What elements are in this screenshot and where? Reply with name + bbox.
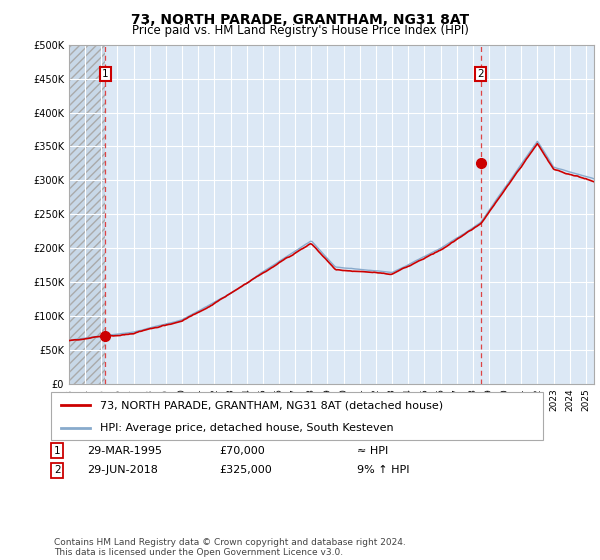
Text: £325,000: £325,000: [219, 465, 272, 475]
Text: 1: 1: [102, 68, 109, 78]
Text: 2: 2: [478, 68, 484, 78]
Text: ≈ HPI: ≈ HPI: [357, 446, 388, 456]
Text: 1: 1: [54, 446, 61, 456]
Bar: [69, 45, 105, 384]
Text: 29-JUN-2018: 29-JUN-2018: [87, 465, 158, 475]
Text: 29-MAR-1995: 29-MAR-1995: [87, 446, 162, 456]
Text: Price paid vs. HM Land Registry's House Price Index (HPI): Price paid vs. HM Land Registry's House …: [131, 24, 469, 36]
Text: 2: 2: [54, 465, 61, 475]
Text: 73, NORTH PARADE, GRANTHAM, NG31 8AT (detached house): 73, NORTH PARADE, GRANTHAM, NG31 8AT (de…: [100, 400, 443, 410]
Text: Contains HM Land Registry data © Crown copyright and database right 2024.
This d: Contains HM Land Registry data © Crown c…: [54, 538, 406, 557]
Text: 9% ↑ HPI: 9% ↑ HPI: [357, 465, 409, 475]
Text: 73, NORTH PARADE, GRANTHAM, NG31 8AT: 73, NORTH PARADE, GRANTHAM, NG31 8AT: [131, 13, 469, 27]
Text: £70,000: £70,000: [219, 446, 265, 456]
FancyBboxPatch shape: [51, 392, 543, 440]
Text: HPI: Average price, detached house, South Kesteven: HPI: Average price, detached house, Sout…: [100, 423, 394, 433]
